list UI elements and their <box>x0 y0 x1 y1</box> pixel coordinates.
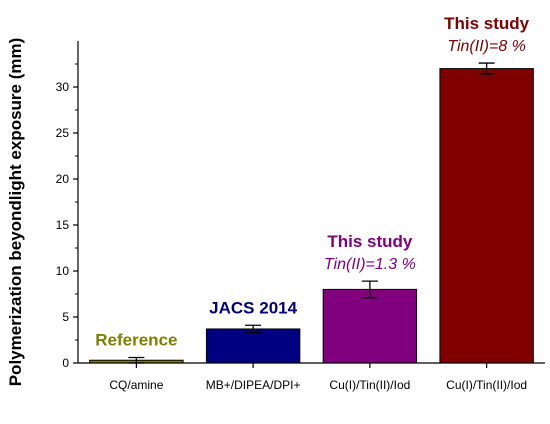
annotations-group: Reference JACS 2014 Tin(II)=1.3 % This stud… <box>95 14 529 349</box>
annotation-2-line-1: JACS 2014 <box>209 298 297 317</box>
x-tick-label-2: MB+/DIPEA/DPI+ <box>206 378 301 392</box>
x-tick-labels-group: CQ/amine MB+/DIPEA/DPI+ Cu(I)/Tin(II)/Iod C… <box>109 378 527 392</box>
x-tick-label-4: Cu(I)/Tin(II)/Iod <box>446 378 527 392</box>
bars-group <box>89 68 534 364</box>
x-tick-label-1: CQ/amine <box>109 378 163 392</box>
y-ticks-group: 0 5 10 15 20 25 30 <box>56 63 488 370</box>
bar-2 <box>205 328 301 364</box>
x-tick-label-3: Cu(I)/Tin(II)/Iod <box>329 378 410 392</box>
y-tick-label-20: 20 <box>56 172 70 186</box>
y-tick-label-0: 0 <box>62 356 69 370</box>
annotation-3-line-1: This study <box>327 232 413 251</box>
bar-3 <box>322 288 418 364</box>
bar-4 <box>439 68 534 364</box>
y-tick-label-30: 30 <box>56 80 70 94</box>
annotation-3-line-2: Tin(II)=1.3 % <box>324 256 416 273</box>
y-axis-label: Polymerization beyondlight exposure (mm) <box>6 38 25 387</box>
y-tick-label-10: 10 <box>56 264 70 278</box>
y-tick-label-15: 15 <box>56 218 70 232</box>
y-tick-label-5: 5 <box>62 310 69 324</box>
annotation-4-line-1: This study <box>444 14 530 33</box>
annotation-4-line-2: Tin(II)=8 % <box>447 38 526 55</box>
annotation-1-line-1: Reference <box>95 330 177 349</box>
y-tick-label-25: 25 <box>56 126 70 140</box>
